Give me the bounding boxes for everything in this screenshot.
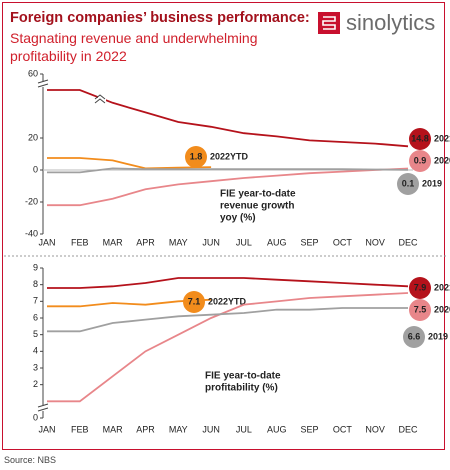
y-tick-label: 3 xyxy=(33,362,38,372)
x-tick-label: JAN xyxy=(38,424,55,434)
y-tick-label: 5 xyxy=(33,329,38,339)
series-name: 2019 xyxy=(428,331,448,341)
x-tick-label: FEB xyxy=(71,424,89,434)
series-line xyxy=(47,307,408,333)
line-break-mark xyxy=(94,94,106,104)
end-value-label: 6.6 xyxy=(408,331,421,341)
series-line xyxy=(47,89,409,148)
x-tick-label: AUG xyxy=(267,424,287,434)
end-value-label: 7.5 xyxy=(414,304,427,314)
y-tick-label: 8 xyxy=(33,279,38,289)
y-tick-label: 60 xyxy=(28,68,38,78)
x-tick-label: OCT xyxy=(333,237,353,247)
end-value-label: 7.1 xyxy=(188,296,201,306)
series-line xyxy=(47,157,212,170)
x-tick-label: MAR xyxy=(103,237,124,247)
series-line xyxy=(47,277,409,289)
series-name: 2022YTD xyxy=(210,151,249,161)
x-tick-label: SEP xyxy=(301,424,319,434)
series-name: 2019 xyxy=(422,178,442,188)
end-label-badge xyxy=(409,299,431,321)
end-label-badge xyxy=(409,128,431,150)
source: Source: NBS xyxy=(4,455,57,465)
end-label-badge xyxy=(397,173,419,195)
annotation: FIE year-to-date xyxy=(205,371,281,382)
x-tick-label: APR xyxy=(136,424,155,434)
end-value-label: 7.9 xyxy=(414,282,427,292)
y-tick-label: 0 xyxy=(33,412,38,422)
x-tick-label: NOV xyxy=(365,424,385,434)
x-tick-label: APR xyxy=(136,237,155,247)
axis-break xyxy=(38,405,48,411)
annotation: revenue growth xyxy=(220,201,294,212)
axis-break-mark xyxy=(37,79,49,88)
y-tick-label: 0 xyxy=(33,164,38,174)
x-tick-label: AUG xyxy=(267,237,287,247)
x-tick-label: JUL xyxy=(236,237,252,247)
x-tick-label: DEC xyxy=(398,237,418,247)
subtitle: Stagnating revenue and underwhelming pro… xyxy=(10,30,258,64)
x-tick-label: NOV xyxy=(365,237,385,247)
end-value-label: 14.8 xyxy=(411,133,429,143)
y-tick-label: 20 xyxy=(28,132,38,142)
series-line xyxy=(47,292,409,403)
x-tick-label: JUN xyxy=(202,237,220,247)
x-tick-label: JUL xyxy=(236,424,252,434)
y-tick-label: 2 xyxy=(33,379,38,389)
x-tick-label: JAN xyxy=(38,237,55,247)
end-value-label: 0.1 xyxy=(402,178,415,188)
logo-icon xyxy=(318,12,340,34)
annotation: FIE year-to-date xyxy=(220,189,296,200)
y-tick-label: 6 xyxy=(33,312,38,322)
end-value-label: 0.9 xyxy=(414,155,427,165)
annotation: profitability (%) xyxy=(205,383,278,394)
end-label-badge xyxy=(409,150,431,172)
end-value-label: 1.8 xyxy=(190,151,203,161)
y-tick-label: 7 xyxy=(33,296,38,306)
x-tick-label: SEP xyxy=(301,237,319,247)
end-label-badge xyxy=(185,146,207,168)
title: Foreign companies’ business performance: xyxy=(10,10,310,26)
end-label-badge xyxy=(409,277,431,299)
series-name: 2022YTD xyxy=(208,296,247,306)
series-line xyxy=(47,167,409,207)
frame xyxy=(2,2,445,450)
x-tick-label: MAY xyxy=(169,424,188,434)
x-tick-label: MAR xyxy=(103,424,124,434)
y-tick-label: -40 xyxy=(25,228,38,238)
x-tick-label: FEB xyxy=(71,237,89,247)
axis-break-mark xyxy=(37,403,49,412)
annotation: yoy (%) xyxy=(220,213,256,224)
x-tick-label: MAY xyxy=(169,237,188,247)
y-tick-label: 9 xyxy=(33,262,38,272)
x-tick-label: OCT xyxy=(333,424,353,434)
end-label-badge xyxy=(183,291,205,313)
y-tick-label: 4 xyxy=(33,346,38,356)
end-label-badge xyxy=(403,326,425,348)
brand: sinolytics xyxy=(346,10,436,35)
series-line xyxy=(47,167,409,174)
x-tick-label: JUN xyxy=(202,424,220,434)
x-tick-label: DEC xyxy=(398,424,418,434)
axis-break xyxy=(38,81,48,87)
y-tick-label: -20 xyxy=(25,196,38,206)
